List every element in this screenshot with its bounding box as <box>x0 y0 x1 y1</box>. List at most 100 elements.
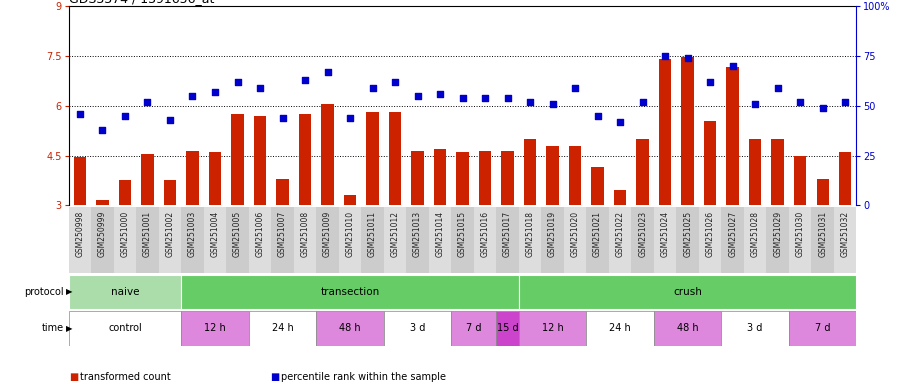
Point <box>523 99 538 105</box>
Point <box>747 101 762 107</box>
Text: 7 d: 7 d <box>815 323 831 333</box>
Bar <box>699 207 722 273</box>
Point <box>140 99 155 105</box>
Point <box>793 99 808 105</box>
Bar <box>518 207 541 273</box>
Bar <box>69 207 92 273</box>
Text: GSM251014: GSM251014 <box>436 210 444 257</box>
Text: 12 h: 12 h <box>541 323 563 333</box>
Point <box>770 84 785 91</box>
Bar <box>637 139 649 205</box>
Text: GSM251013: GSM251013 <box>413 210 422 257</box>
Point <box>568 84 583 91</box>
Bar <box>749 139 761 205</box>
Bar <box>586 207 609 273</box>
Bar <box>429 207 452 273</box>
Text: GSM251032: GSM251032 <box>841 210 850 257</box>
Bar <box>339 207 361 273</box>
Bar <box>767 207 789 273</box>
Point <box>455 94 470 101</box>
Text: GSM251027: GSM251027 <box>728 210 737 257</box>
Bar <box>181 207 203 273</box>
Bar <box>114 207 136 273</box>
Point <box>72 111 87 117</box>
Point <box>590 113 605 119</box>
Text: GSM251002: GSM251002 <box>166 210 174 257</box>
Point <box>658 53 672 59</box>
Bar <box>456 152 469 205</box>
Bar <box>479 151 491 205</box>
Bar <box>547 146 559 205</box>
Bar <box>232 114 244 205</box>
Bar <box>119 180 131 205</box>
Text: transection: transection <box>321 287 379 297</box>
Text: 24 h: 24 h <box>272 323 293 333</box>
Bar <box>249 311 316 346</box>
Text: GSM251011: GSM251011 <box>368 210 377 257</box>
Bar <box>164 180 176 205</box>
Bar <box>452 207 474 273</box>
Text: ▶: ▶ <box>66 287 72 296</box>
Text: GSM251022: GSM251022 <box>616 210 625 257</box>
Bar <box>141 154 154 205</box>
Point <box>343 114 357 121</box>
Bar <box>541 207 564 273</box>
Point <box>275 114 289 121</box>
Bar <box>384 311 452 346</box>
Bar <box>722 207 744 273</box>
Bar <box>794 156 806 205</box>
Text: GSM251026: GSM251026 <box>705 210 714 257</box>
Text: GSM251025: GSM251025 <box>683 210 692 257</box>
Text: ■: ■ <box>270 372 279 382</box>
Text: GSM250998: GSM250998 <box>75 210 84 257</box>
Bar <box>277 179 289 205</box>
Text: GSM251019: GSM251019 <box>548 210 557 257</box>
Text: GSM251023: GSM251023 <box>638 210 647 257</box>
Bar <box>839 152 851 205</box>
Point <box>838 99 853 105</box>
Text: GSM251012: GSM251012 <box>390 210 399 257</box>
Bar <box>69 311 181 346</box>
Bar <box>676 207 699 273</box>
Bar <box>609 207 631 273</box>
Bar <box>203 207 226 273</box>
Bar <box>812 207 834 273</box>
Bar <box>564 207 586 273</box>
Text: ▶: ▶ <box>66 324 72 333</box>
Bar <box>518 275 856 309</box>
Text: GSM251029: GSM251029 <box>773 210 782 257</box>
Bar <box>592 167 604 205</box>
Text: GSM251001: GSM251001 <box>143 210 152 257</box>
Bar <box>254 116 267 205</box>
Point <box>387 79 402 85</box>
Point <box>365 84 380 91</box>
Text: GSM251018: GSM251018 <box>526 210 535 257</box>
Text: time: time <box>42 323 64 333</box>
Text: GSM251016: GSM251016 <box>481 210 489 257</box>
Text: protocol: protocol <box>25 287 64 297</box>
Bar <box>631 207 654 273</box>
Text: transformed count: transformed count <box>80 372 170 382</box>
Text: GSM251021: GSM251021 <box>594 210 602 257</box>
Bar <box>344 195 356 205</box>
Bar <box>501 151 514 205</box>
Bar <box>389 112 401 205</box>
Point <box>410 93 425 99</box>
Bar <box>654 311 722 346</box>
Bar <box>789 207 812 273</box>
Bar <box>496 311 518 346</box>
Point <box>725 63 740 69</box>
Bar <box>789 311 856 346</box>
Bar <box>322 104 333 205</box>
Bar <box>586 311 654 346</box>
Text: GSM251000: GSM251000 <box>121 210 129 257</box>
Text: GSM251010: GSM251010 <box>345 210 354 257</box>
Bar <box>726 67 739 205</box>
Bar <box>411 151 424 205</box>
Text: 48 h: 48 h <box>339 323 361 333</box>
Point <box>253 84 267 91</box>
Text: ■: ■ <box>69 372 78 382</box>
Text: 15 d: 15 d <box>496 323 518 333</box>
Bar <box>384 207 407 273</box>
Bar <box>654 207 676 273</box>
